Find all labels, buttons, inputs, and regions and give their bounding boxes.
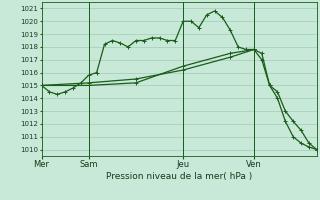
X-axis label: Pression niveau de la mer( hPa ): Pression niveau de la mer( hPa )	[106, 172, 252, 181]
